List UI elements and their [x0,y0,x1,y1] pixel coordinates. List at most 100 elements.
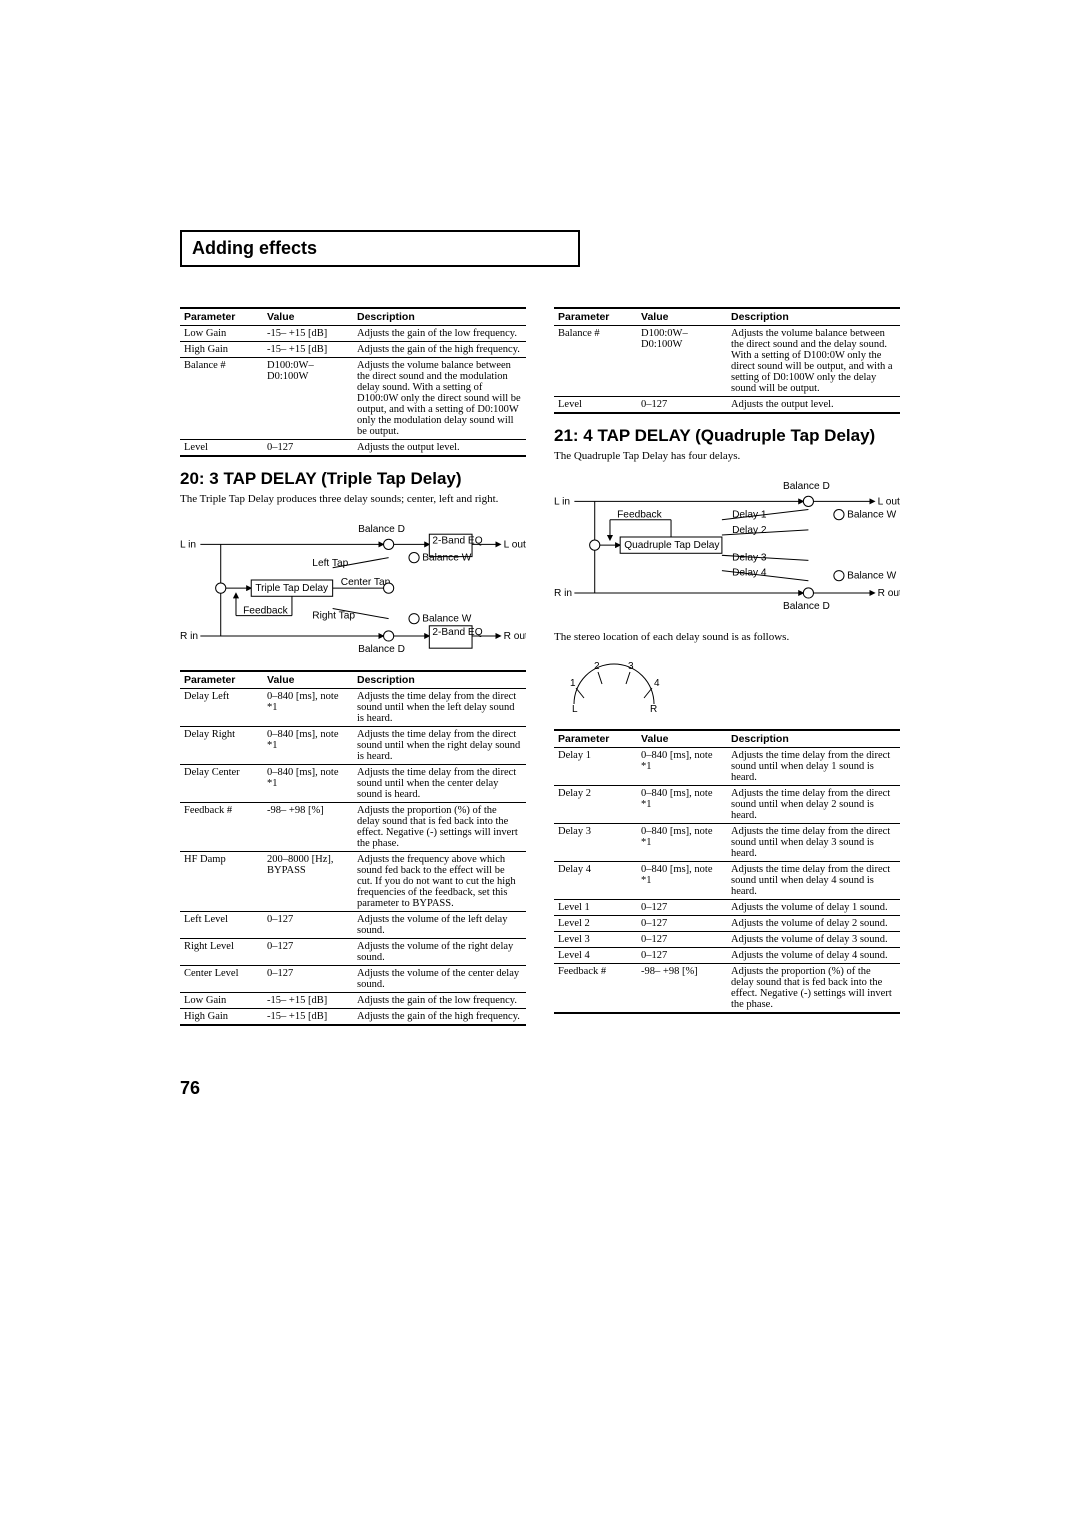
section-21-intro: The Quadruple Tap Delay has four delays. [554,450,900,464]
table-cell: 200–8000 [Hz], BYPASS [263,851,353,911]
two-column-layout: Parameter Value Description Low Gain-15–… [180,307,900,1038]
table-body: Delay Left0–840 [ms], note *1Adjusts the… [180,688,526,1025]
svg-text:R in: R in [180,631,198,642]
prev-params-table: Parameter Value Description Low Gain-15–… [180,307,526,457]
table-cell: Delay Center [180,764,263,802]
table-cell: HF Damp [180,851,263,911]
table-cell: Level 3 [554,932,637,948]
svg-text:Balance W: Balance W [847,571,897,582]
table-cell: -98– +98 [%] [637,964,727,1014]
left-column: Parameter Value Description Low Gain-15–… [180,307,526,1038]
svg-text:Triple Tap Delay: Triple Tap Delay [255,583,329,594]
svg-text:L out: L out [504,540,526,551]
table-row: Level0–127Adjusts the output level. [554,397,900,414]
table-row: High Gain-15– +15 [dB]Adjusts the gain o… [180,342,526,358]
table-cell: -15– +15 [dB] [263,992,353,1008]
table-cell: Adjusts the proportion (%) of the delay … [353,802,526,851]
svg-text:Balance D: Balance D [783,602,830,612]
svg-text:Balance D: Balance D [783,481,830,492]
table-cell: Adjusts the time delay from the direct s… [353,688,526,726]
svg-text:Right Tap: Right Tap [312,611,355,622]
section-header-box: Adding effects [180,230,580,267]
table-cell: Adjusts the time delay from the direct s… [353,764,526,802]
svg-text:Feedback: Feedback [617,510,663,521]
table-cell: 0–127 [637,932,727,948]
svg-text:4: 4 [654,678,660,689]
table-cell: Level [554,397,637,414]
table-row: Low Gain-15– +15 [dB]Adjusts the gain of… [180,992,526,1008]
section-21-title: 21: 4 TAP DELAY (Quadruple Tap Delay) [554,426,900,446]
svg-text:Left Tap: Left Tap [312,558,348,569]
table-cell: Adjusts the volume balance between the d… [727,326,900,397]
table-cell: Adjusts the volume of the right delay so… [353,938,526,965]
col-header: Value [637,730,727,748]
table-cell: High Gain [180,1008,263,1025]
table-cell: Delay Left [180,688,263,726]
svg-text:Feedback: Feedback [243,606,289,617]
table-row: Delay Center0–840 [ms], note *1Adjusts t… [180,764,526,802]
table-cell: Delay 3 [554,824,637,862]
svg-text:Center Tap: Center Tap [341,577,391,588]
table-row: Delay Right0–840 [ms], note *1Adjusts th… [180,726,526,764]
quadruple-tap-delay-diagram: .t{font:9px Arial} .l{stroke:#000;stroke… [554,479,900,611]
table-cell: -15– +15 [dB] [263,342,353,358]
col-header: Parameter [180,308,263,326]
svg-text:L in: L in [554,497,570,508]
svg-text:3: 3 [628,661,634,672]
table-cell: Feedback # [180,802,263,851]
col-header: Description [353,671,526,689]
col-header: Description [727,730,900,748]
svg-text:Delay 3: Delay 3 [732,553,767,564]
svg-text:Balance D: Balance D [358,524,405,535]
table-row: High Gain-15– +15 [dB]Adjusts the gain o… [180,1008,526,1025]
table-row: Balance #D100:0W– D0:100WAdjusts the vol… [180,358,526,440]
table-cell: Level 1 [554,900,637,916]
triple-tap-delay-diagram: .t{font:9px Arial} .l{stroke:#000;stroke… [180,522,526,654]
table-cell: D100:0W– D0:100W [637,326,727,397]
table-cell: Adjusts the time delay from the direct s… [727,862,900,900]
table-cell: Adjusts the time delay from the direct s… [727,786,900,824]
svg-text:Quadruple Tap Delay: Quadruple Tap Delay [624,540,720,551]
table-cell: Adjusts the output level. [353,440,526,457]
table-body: Low Gain-15– +15 [dB]Adjusts the gain of… [180,326,526,457]
table-cell: Level [180,440,263,457]
col-header: Value [263,308,353,326]
table-cell: Level 4 [554,948,637,964]
table-row: Right Level0–127Adjusts the volume of th… [180,938,526,965]
table-row: Feedback #-98– +98 [%]Adjusts the propor… [180,802,526,851]
table-cell: Balance # [554,326,637,397]
table-cell: Adjusts the time delay from the direct s… [727,824,900,862]
table-cell: Adjusts the gain of the high frequency. [353,1008,526,1025]
table-row: Level 40–127Adjusts the volume of delay … [554,948,900,964]
table-cell: Feedback # [554,964,637,1014]
svg-text:Balance D: Balance D [358,645,405,655]
col-header: Parameter [554,730,637,748]
table-cell: Delay Right [180,726,263,764]
col-header: Parameter [180,671,263,689]
col-header: Value [637,308,727,326]
svg-text:Delay 4: Delay 4 [732,568,767,579]
table-cell: Adjusts the volume balance between the d… [353,358,526,440]
table-row: Delay 30–840 [ms], note *1Adjusts the ti… [554,824,900,862]
table-row: Level 10–127Adjusts the volume of delay … [554,900,900,916]
table-row: Delay 20–840 [ms], note *1Adjusts the ti… [554,786,900,824]
page-number: 76 [180,1078,900,1099]
section-20-intro: The Triple Tap Delay produces three dela… [180,493,526,507]
col-header: Value [263,671,353,689]
table-cell: Adjusts the gain of the low frequency. [353,992,526,1008]
svg-text:R: R [650,704,657,714]
stereo-caption: The stereo location of each delay sound … [554,631,900,645]
table-cell: 0–840 [ms], note *1 [637,862,727,900]
svg-text:L in: L in [180,540,196,551]
table-row: Feedback #-98– +98 [%]Adjusts the propor… [554,964,900,1014]
table-cell: Adjusts the volume of delay 1 sound. [727,900,900,916]
table-body: Balance #D100:0W– D0:100WAdjusts the vol… [554,326,900,414]
table-cell: 0–127 [263,965,353,992]
table-cell: 0–127 [637,948,727,964]
table-cell: 0–840 [ms], note *1 [263,764,353,802]
table-cell: 0–127 [637,916,727,932]
right-column: Parameter Value Description Balance #D10… [554,307,900,1038]
table-cell: Adjusts the gain of the high frequency. [353,342,526,358]
table-cell: 0–840 [ms], note *1 [263,688,353,726]
table-cell: Right Level [180,938,263,965]
